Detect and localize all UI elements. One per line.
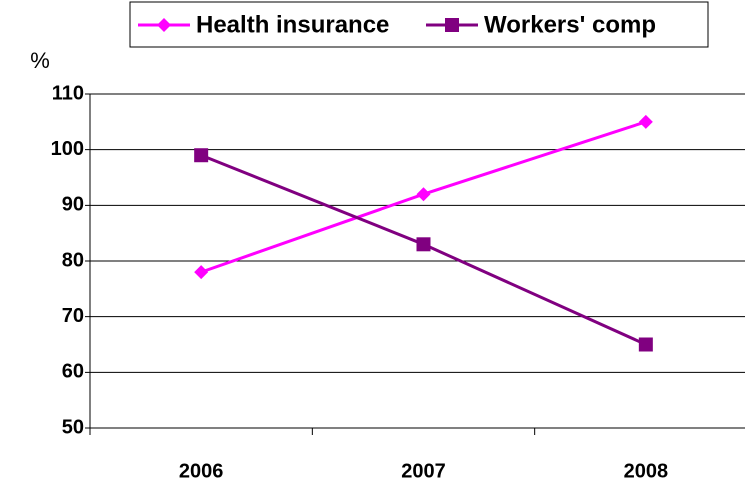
y-tick-label: 100 — [51, 138, 84, 160]
point — [194, 148, 209, 163]
y-tick-label: 90 — [62, 194, 84, 216]
y-tick-label: 50 — [62, 416, 84, 438]
point — [416, 237, 431, 252]
point — [194, 265, 209, 280]
point — [638, 337, 653, 352]
legend-marker — [157, 18, 171, 32]
y-tick-label: 80 — [62, 249, 84, 271]
legend-label: Health insurance — [196, 11, 389, 38]
x-tick-label: 2007 — [401, 460, 446, 482]
point — [416, 187, 431, 202]
x-tick-label: 2006 — [179, 460, 224, 482]
y-axis-label: % — [30, 48, 50, 73]
legend-marker — [445, 18, 459, 32]
x-tick-label: 2008 — [624, 460, 669, 482]
y-tick-label: 70 — [62, 305, 84, 327]
legend-label: Workers' comp — [484, 11, 656, 38]
y-tick-label: 110 — [52, 82, 84, 104]
y-tick-label: 60 — [62, 361, 84, 383]
legend-box — [129, 1, 709, 48]
point — [638, 114, 653, 129]
